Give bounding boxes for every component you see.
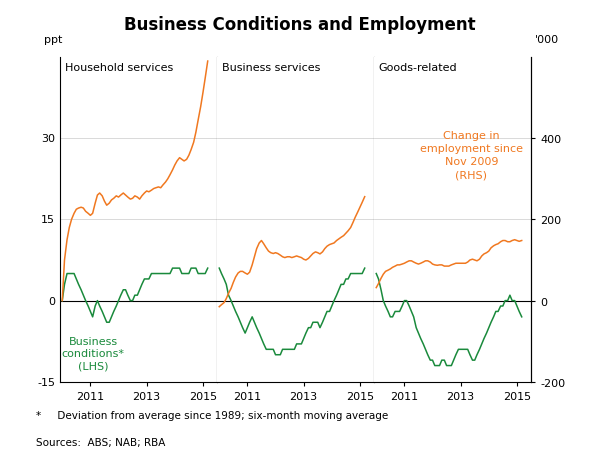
Text: Sources:  ABS; NAB; RBA: Sources: ABS; NAB; RBA <box>36 438 166 448</box>
Text: Business
conditions*
(LHS): Business conditions* (LHS) <box>62 336 125 371</box>
Text: Goods-related: Goods-related <box>379 63 457 73</box>
Text: Household services: Household services <box>65 63 173 73</box>
Text: 15: 15 <box>41 215 55 225</box>
Text: Business services: Business services <box>222 63 320 73</box>
Text: -15: -15 <box>37 377 55 387</box>
Text: '000: '000 <box>535 35 559 45</box>
Text: ppt: ppt <box>44 35 62 45</box>
Text: Change in
employment since
Nov 2009
(RHS): Change in employment since Nov 2009 (RHS… <box>420 131 523 180</box>
Text: 0: 0 <box>48 296 55 306</box>
Text: Business Conditions and Employment: Business Conditions and Employment <box>124 16 476 34</box>
Text: 30: 30 <box>41 134 55 144</box>
Text: *     Deviation from average since 1989; six-month moving average: * Deviation from average since 1989; six… <box>36 410 388 420</box>
